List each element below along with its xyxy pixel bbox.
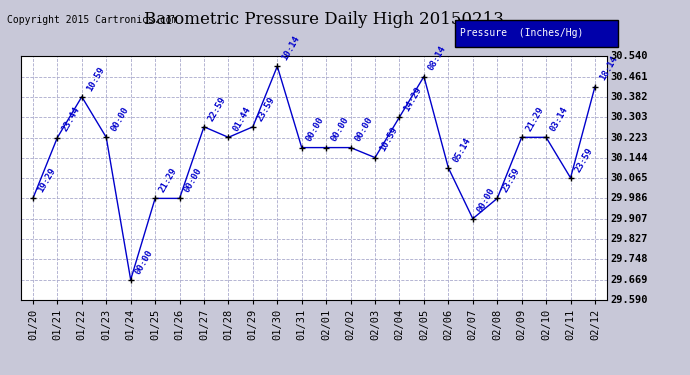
Text: 00:00: 00:00 [133, 248, 155, 276]
Text: 23:59: 23:59 [500, 166, 521, 194]
Text: 23:44: 23:44 [60, 106, 81, 134]
Text: 29.590: 29.590 [611, 295, 648, 305]
Text: Copyright 2015 Cartronics.com: Copyright 2015 Cartronics.com [7, 15, 177, 25]
Text: 01:44: 01:44 [231, 105, 253, 133]
Text: 10:59: 10:59 [85, 65, 106, 93]
Text: 29.748: 29.748 [611, 255, 648, 264]
Text: 30.065: 30.065 [611, 173, 648, 183]
Text: 29.669: 29.669 [611, 275, 648, 285]
Text: 10:59: 10:59 [378, 126, 399, 153]
Text: 30.540: 30.540 [611, 51, 648, 61]
Text: 00:00: 00:00 [109, 105, 130, 133]
Text: 29.827: 29.827 [611, 234, 648, 244]
Text: 23:59: 23:59 [573, 146, 595, 174]
Text: Pressure  (Inches/Hg): Pressure (Inches/Hg) [460, 28, 584, 38]
Text: 21:29: 21:29 [524, 105, 546, 133]
Text: 30.303: 30.303 [611, 112, 648, 122]
Text: 00:00: 00:00 [353, 116, 375, 143]
Text: 29.986: 29.986 [611, 194, 648, 203]
Text: 30.382: 30.382 [611, 92, 648, 102]
Text: 22:59: 22:59 [207, 95, 228, 123]
Text: 05:14: 05:14 [451, 136, 473, 164]
Text: 03:14: 03:14 [549, 105, 570, 133]
Text: Barometric Pressure Daily High 20150213: Barometric Pressure Daily High 20150213 [144, 11, 504, 28]
Text: 30.223: 30.223 [611, 133, 648, 142]
Text: 23:59: 23:59 [255, 95, 277, 123]
Text: 29.907: 29.907 [611, 214, 648, 223]
Text: 00:00: 00:00 [304, 116, 326, 143]
Text: 00:00: 00:00 [475, 187, 497, 214]
Text: 30.461: 30.461 [611, 72, 648, 81]
Text: 21:29: 21:29 [158, 166, 179, 194]
Text: 30.144: 30.144 [611, 153, 648, 163]
Text: 14:29: 14:29 [402, 85, 424, 113]
Text: 18:14: 18:14 [598, 55, 619, 82]
Text: 10:14: 10:14 [280, 34, 302, 62]
Text: 08:14: 08:14 [426, 45, 448, 72]
Text: 19:29: 19:29 [36, 166, 57, 194]
Text: 00:00: 00:00 [329, 116, 351, 143]
Text: 00:00: 00:00 [182, 166, 204, 194]
